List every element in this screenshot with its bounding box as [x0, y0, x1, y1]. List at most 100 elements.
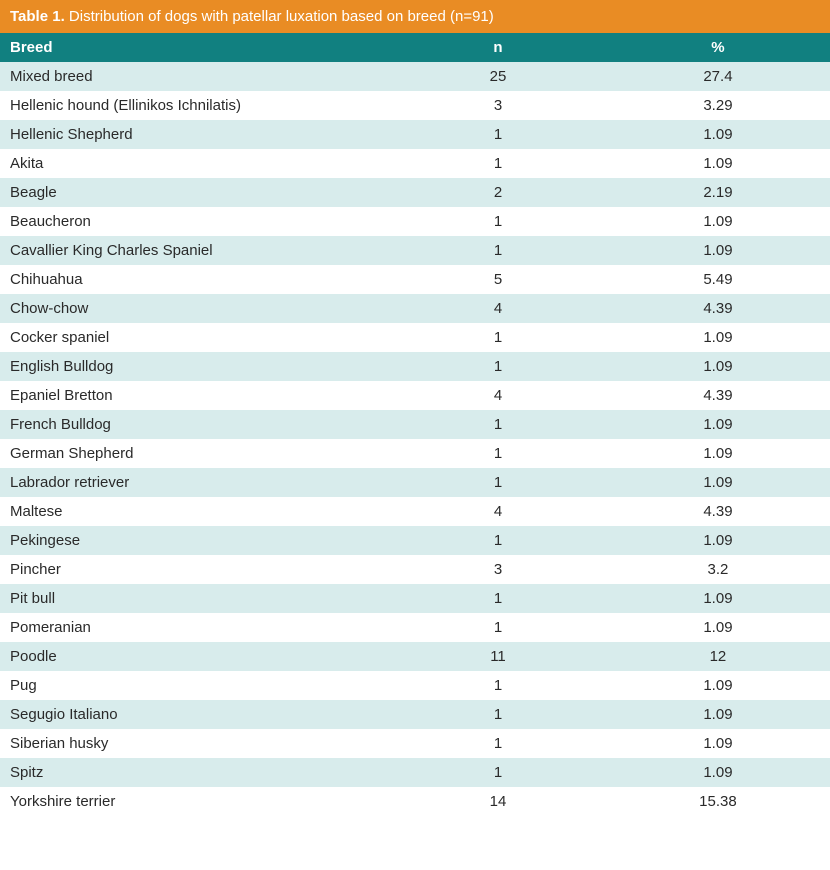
table-row: Spitz11.09 [0, 758, 830, 787]
cell-pct: 1.09 [606, 410, 830, 439]
cell-breed: Labrador retriever [0, 468, 390, 497]
cell-pct: 4.39 [606, 381, 830, 410]
cell-n: 3 [390, 91, 606, 120]
cell-breed: Cocker spaniel [0, 323, 390, 352]
cell-n: 1 [390, 439, 606, 468]
table-row: Beaucheron11.09 [0, 207, 830, 236]
cell-n: 1 [390, 468, 606, 497]
cell-n: 1 [390, 352, 606, 381]
cell-breed: Pekingese [0, 526, 390, 555]
cell-pct: 3.2 [606, 555, 830, 584]
cell-n: 5 [390, 265, 606, 294]
cell-pct: 1.09 [606, 700, 830, 729]
cell-n: 1 [390, 323, 606, 352]
table-row: Hellenic hound (Ellinikos Ichnilatis)33.… [0, 91, 830, 120]
cell-n: 1 [390, 758, 606, 787]
cell-breed: Yorkshire terrier [0, 787, 390, 816]
cell-pct: 1.09 [606, 120, 830, 149]
table-row: Siberian husky11.09 [0, 729, 830, 758]
cell-pct: 1.09 [606, 758, 830, 787]
cell-pct: 1.09 [606, 526, 830, 555]
cell-pct: 1.09 [606, 236, 830, 265]
cell-n: 4 [390, 497, 606, 526]
table-row: Pit bull11.09 [0, 584, 830, 613]
cell-breed: Cavallier King Charles Spaniel [0, 236, 390, 265]
cell-pct: 1.09 [606, 149, 830, 178]
table-caption: Table 1. Distribution of dogs with patel… [0, 0, 830, 33]
col-header-n: n [390, 33, 606, 62]
caption-label: Table 1. [10, 8, 65, 25]
cell-breed: Chihuahua [0, 265, 390, 294]
cell-pct: 1.09 [606, 352, 830, 381]
col-header-pct: % [606, 33, 830, 62]
cell-pct: 5.49 [606, 265, 830, 294]
cell-breed: Spitz [0, 758, 390, 787]
cell-n: 3 [390, 555, 606, 584]
table-row: Hellenic Shepherd11.09 [0, 120, 830, 149]
cell-n: 1 [390, 700, 606, 729]
cell-pct: 3.29 [606, 91, 830, 120]
table-row: English Bulldog11.09 [0, 352, 830, 381]
cell-breed: Beagle [0, 178, 390, 207]
cell-n: 1 [390, 526, 606, 555]
table-row: Chihuahua55.49 [0, 265, 830, 294]
cell-pct: 15.38 [606, 787, 830, 816]
table-container: Table 1. Distribution of dogs with patel… [0, 0, 830, 816]
cell-breed: Hellenic hound (Ellinikos Ichnilatis) [0, 91, 390, 120]
cell-n: 1 [390, 584, 606, 613]
cell-breed: Segugio Italiano [0, 700, 390, 729]
cell-n: 1 [390, 613, 606, 642]
cell-breed: German Shepherd [0, 439, 390, 468]
cell-pct: 1.09 [606, 323, 830, 352]
cell-breed: Mixed breed [0, 62, 390, 91]
table-row: Labrador retriever11.09 [0, 468, 830, 497]
cell-pct: 1.09 [606, 613, 830, 642]
cell-pct: 1.09 [606, 584, 830, 613]
cell-breed: Pincher [0, 555, 390, 584]
cell-breed: Pomeranian [0, 613, 390, 642]
cell-pct: 1.09 [606, 439, 830, 468]
cell-pct: 2.19 [606, 178, 830, 207]
cell-breed: Pug [0, 671, 390, 700]
breed-distribution-table: Breed n % Mixed breed2527.4Hellenic houn… [0, 33, 830, 816]
table-row: German Shepherd11.09 [0, 439, 830, 468]
cell-n: 1 [390, 410, 606, 439]
cell-breed: English Bulldog [0, 352, 390, 381]
cell-n: 1 [390, 671, 606, 700]
cell-pct: 1.09 [606, 671, 830, 700]
cell-breed: Siberian husky [0, 729, 390, 758]
cell-n: 1 [390, 120, 606, 149]
cell-breed: Poodle [0, 642, 390, 671]
cell-n: 1 [390, 729, 606, 758]
cell-breed: French Bulldog [0, 410, 390, 439]
cell-breed: Pit bull [0, 584, 390, 613]
table-body: Mixed breed2527.4Hellenic hound (Ellinik… [0, 62, 830, 816]
table-row: Cocker spaniel11.09 [0, 323, 830, 352]
cell-n: 2 [390, 178, 606, 207]
cell-pct: 1.09 [606, 207, 830, 236]
cell-breed: Hellenic Shepherd [0, 120, 390, 149]
cell-pct: 1.09 [606, 729, 830, 758]
table-row: Yorkshire terrier1415.38 [0, 787, 830, 816]
cell-pct: 1.09 [606, 468, 830, 497]
cell-breed: Akita [0, 149, 390, 178]
caption-text: Distribution of dogs with patellar luxat… [65, 8, 494, 25]
table-row: Cavallier King Charles Spaniel11.09 [0, 236, 830, 265]
table-row: Pincher33.2 [0, 555, 830, 584]
cell-breed: Beaucheron [0, 207, 390, 236]
cell-breed: Chow-chow [0, 294, 390, 323]
table-row: Beagle22.19 [0, 178, 830, 207]
col-header-breed: Breed [0, 33, 390, 62]
table-row: French Bulldog11.09 [0, 410, 830, 439]
table-row: Maltese44.39 [0, 497, 830, 526]
cell-pct: 4.39 [606, 497, 830, 526]
table-row: Mixed breed2527.4 [0, 62, 830, 91]
table-header: Breed n % [0, 33, 830, 62]
cell-breed: Maltese [0, 497, 390, 526]
table-row: Epaniel Bretton44.39 [0, 381, 830, 410]
table-row: Segugio Italiano11.09 [0, 700, 830, 729]
cell-n: 14 [390, 787, 606, 816]
cell-n: 1 [390, 149, 606, 178]
table-row: Pekingese11.09 [0, 526, 830, 555]
cell-n: 1 [390, 207, 606, 236]
